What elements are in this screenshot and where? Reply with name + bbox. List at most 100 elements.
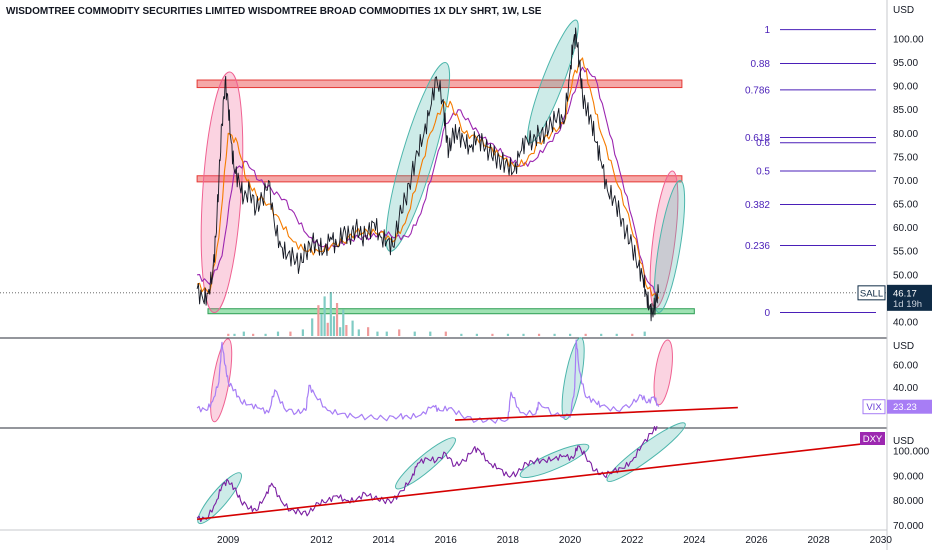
last-price-tag-box <box>887 284 932 311</box>
volume-bar <box>631 333 634 336</box>
dxy-name-tag: DXY <box>863 434 883 445</box>
volume-bar <box>289 331 292 336</box>
vix-highlight-ellipse <box>561 337 585 420</box>
volume-bar <box>227 333 230 336</box>
volume-bar <box>522 333 525 336</box>
volume-bar <box>569 333 572 336</box>
volume-bar <box>553 333 556 336</box>
vix-line <box>196 339 660 424</box>
price-axis-tick-label: 60.00 <box>893 223 918 234</box>
volume-bar <box>345 325 348 336</box>
fib-level-label: 1 <box>764 25 770 36</box>
volume-bar <box>339 327 342 336</box>
fib-level-label: 0.236 <box>745 241 770 252</box>
volume-bar <box>317 305 320 336</box>
bar-countdown: 1d 19h <box>893 299 922 310</box>
price-axis-tick-label: 70.00 <box>893 176 918 187</box>
time-axis-tick-label: 2022 <box>621 535 644 546</box>
volume-bar <box>413 331 416 336</box>
vix-last-value: 23.23 <box>893 402 917 413</box>
vix-highlight-ellipse <box>653 339 673 406</box>
volume-bar <box>335 303 339 336</box>
fib-level-label: 0.618 <box>745 133 770 144</box>
last-price-value: 46.17 <box>893 288 917 299</box>
symbol-tag-box <box>857 285 886 301</box>
dxy-line <box>196 425 658 523</box>
vix-trend-line <box>455 406 738 421</box>
volume-bar <box>385 331 388 336</box>
volume-bar <box>643 331 646 336</box>
volume-bar <box>301 329 304 336</box>
volume-bar <box>537 333 541 336</box>
vix-name-tag: VIX <box>866 402 882 413</box>
volume-bar <box>584 333 587 336</box>
volume-bar <box>351 320 354 336</box>
dxy-highlight-ellipse <box>519 443 590 478</box>
time-axis-tick-label: 2020 <box>559 535 582 546</box>
volume-bar <box>326 322 329 336</box>
vix-name-tag-box <box>862 399 886 415</box>
time-axis-tick-label: 2024 <box>683 535 706 546</box>
moving-average-fast-line <box>196 57 660 299</box>
volume-bar <box>320 314 323 336</box>
price-axis-unit: USD <box>893 5 914 16</box>
volume-bar <box>367 327 370 336</box>
dxy-trend-line <box>197 441 878 521</box>
price-axis-tick-label: 65.00 <box>893 200 918 211</box>
time-axis-tick-label: 2028 <box>808 535 831 546</box>
volume-bar <box>329 292 332 336</box>
time-axis-tick-label: 2009 <box>217 535 240 546</box>
volume-bar <box>491 333 494 336</box>
time-axis-tick-label: 2018 <box>497 535 520 546</box>
resistance-zone-lower <box>196 175 683 183</box>
fib-level-label: 0.786 <box>745 85 770 96</box>
volume-bar <box>323 296 326 336</box>
volume-bar <box>475 333 478 336</box>
dxy-axis-tick-label: 80.000 <box>893 496 924 507</box>
price-highlight-ellipse <box>200 71 244 314</box>
fib-level-label: 0.382 <box>745 200 770 211</box>
volume-bar <box>429 331 432 336</box>
vix-axis-unit: USD <box>893 341 914 352</box>
fib-level-label: 0 <box>764 308 770 319</box>
volume-bar <box>398 329 401 336</box>
price-axis-tick-label: 50.00 <box>893 270 918 281</box>
vix-value-tag-box <box>887 399 932 414</box>
volume-bar <box>264 333 267 336</box>
volume-bar <box>357 329 360 336</box>
volume-bar <box>615 333 618 336</box>
volume-bar <box>242 331 245 336</box>
price-axis-tick-label: 100.00 <box>893 35 924 46</box>
volume-bar <box>342 309 345 336</box>
time-axis-tick-label: 2030 <box>870 535 893 546</box>
price-axis-tick-label: 55.00 <box>893 247 918 258</box>
dxy-highlight-ellipse <box>395 437 456 490</box>
price-axis-tick-label: 95.00 <box>893 58 918 69</box>
fib-level-label: 0.5 <box>756 167 770 178</box>
fib-level-label: 0.6 <box>756 138 770 149</box>
dxy-highlight-ellipse <box>197 472 242 525</box>
volume-bar <box>311 318 314 336</box>
volume-bar <box>332 316 336 336</box>
volume-bar <box>600 333 603 336</box>
volume-bar <box>506 333 510 336</box>
volume-bar <box>276 331 280 336</box>
time-axis-tick-label: 2012 <box>310 535 333 546</box>
time-axis-tick-label: 2016 <box>435 535 458 546</box>
vix-highlight-ellipse <box>210 338 233 423</box>
price-axis-tick-label: 90.00 <box>893 82 918 93</box>
vix-axis-tick-label: 60.00 <box>893 360 918 371</box>
dxy-axis-tick-label: 90.000 <box>893 471 924 482</box>
dxy-axis-tick-label: 70.000 <box>893 521 924 532</box>
price-axis-tick-label: 40.00 <box>893 317 918 328</box>
dxy-axis-unit: USD <box>893 436 914 447</box>
price-axis-tick-label: 80.00 <box>893 129 918 140</box>
volume-bar <box>233 333 236 336</box>
chart-title: WISDOMTREE COMMODITY SECURITIES LIMITED … <box>6 6 542 17</box>
volume-bar <box>252 333 255 336</box>
vix-axis-tick-label: 40.00 <box>893 383 918 394</box>
volume-bar <box>444 331 447 336</box>
fib-level-label: 0.88 <box>751 59 771 70</box>
symbol-tag-label: SALL <box>860 288 883 299</box>
